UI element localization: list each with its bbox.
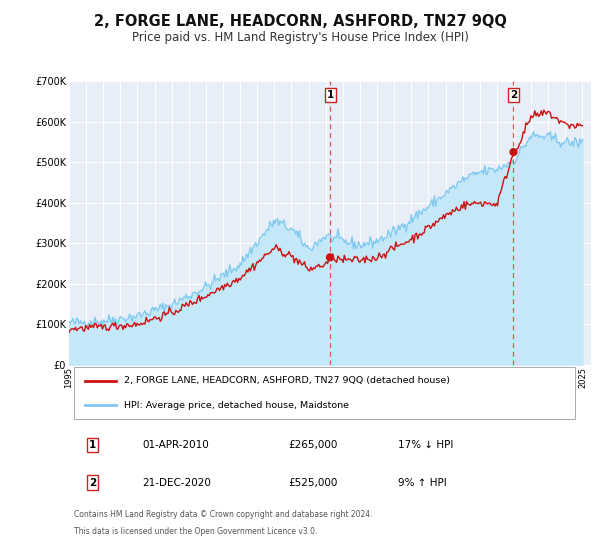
Text: This data is licensed under the Open Government Licence v3.0.: This data is licensed under the Open Gov… <box>74 528 317 536</box>
Text: 21-DEC-2020: 21-DEC-2020 <box>142 478 211 488</box>
Point <box>325 253 335 262</box>
Text: 01-APR-2010: 01-APR-2010 <box>142 440 209 450</box>
FancyBboxPatch shape <box>74 367 575 419</box>
Text: 2: 2 <box>510 90 517 100</box>
Text: HPI: Average price, detached house, Maidstone: HPI: Average price, detached house, Maid… <box>124 401 349 410</box>
Text: 17% ↓ HPI: 17% ↓ HPI <box>398 440 453 450</box>
Text: 9% ↑ HPI: 9% ↑ HPI <box>398 478 446 488</box>
Text: £265,000: £265,000 <box>288 440 338 450</box>
Text: 2: 2 <box>89 478 96 488</box>
Point <box>509 148 518 157</box>
Text: 1: 1 <box>89 440 96 450</box>
Text: 2, FORGE LANE, HEADCORN, ASHFORD, TN27 9QQ: 2, FORGE LANE, HEADCORN, ASHFORD, TN27 9… <box>94 14 506 29</box>
Text: £525,000: £525,000 <box>288 478 338 488</box>
Text: 1: 1 <box>326 90 334 100</box>
Text: Contains HM Land Registry data © Crown copyright and database right 2024.: Contains HM Land Registry data © Crown c… <box>74 510 373 519</box>
Text: 2, FORGE LANE, HEADCORN, ASHFORD, TN27 9QQ (detached house): 2, FORGE LANE, HEADCORN, ASHFORD, TN27 9… <box>124 376 450 385</box>
Text: Price paid vs. HM Land Registry's House Price Index (HPI): Price paid vs. HM Land Registry's House … <box>131 31 469 44</box>
